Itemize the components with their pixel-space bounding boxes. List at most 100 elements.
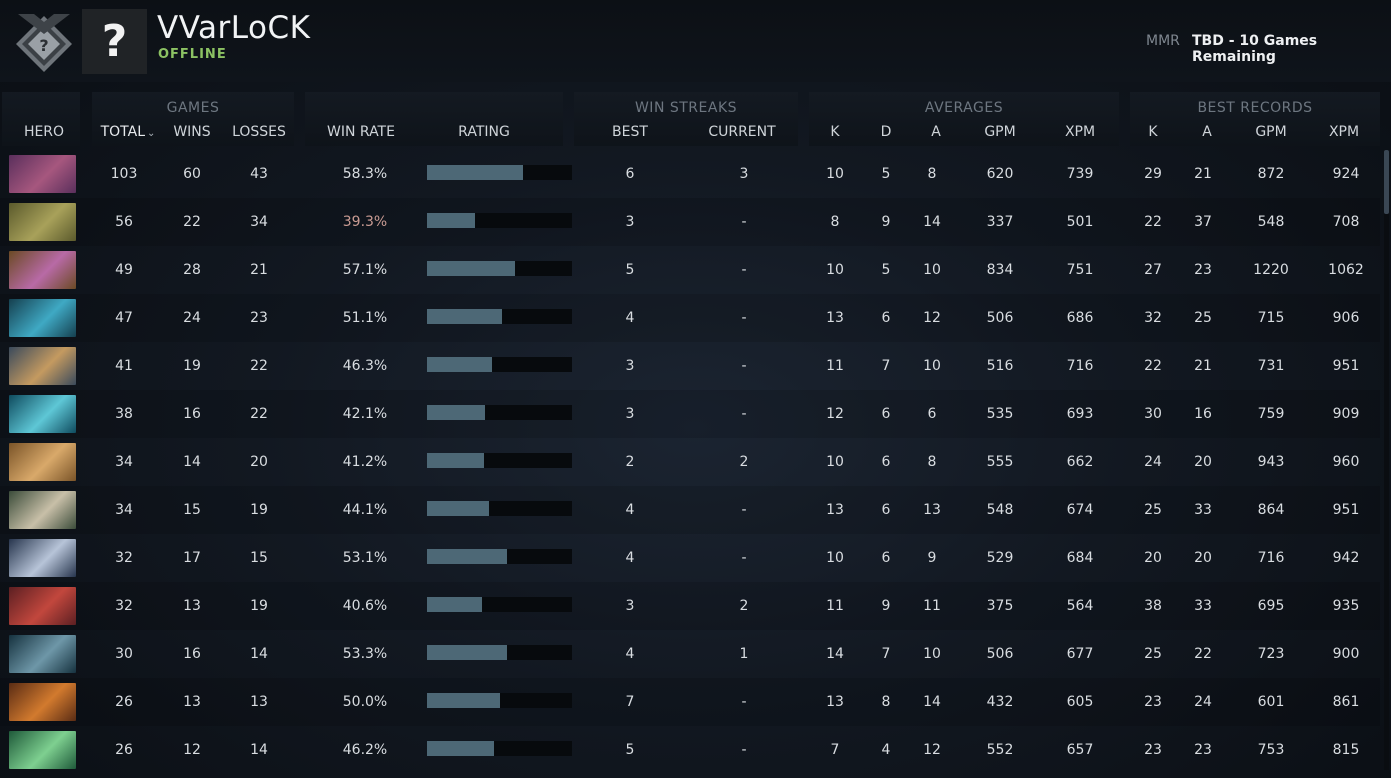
- current-streak-cell: 2: [739, 454, 749, 470]
- losses-cell: 19: [250, 502, 268, 518]
- col-avg-assists[interactable]: A: [931, 124, 941, 140]
- win-rate-cell: 57.1%: [342, 262, 388, 278]
- earthshaker-portrait[interactable]: [9, 203, 76, 241]
- best-xpm-cell: 924: [1332, 166, 1360, 182]
- scroll-thumb[interactable]: [1384, 150, 1389, 214]
- win-rate-cell: 50.0%: [342, 694, 388, 710]
- losses-cell: 22: [250, 406, 268, 422]
- table-row[interactable]: 38 16 22 42.1% 3 - 12 6 6 535 693 30 16 759 909: [0, 390, 1380, 438]
- win-rate-cell: 51.1%: [342, 310, 388, 326]
- best-xpm-cell: 951: [1332, 358, 1360, 374]
- current-streak-cell: -: [741, 358, 747, 374]
- sniper-portrait[interactable]: [9, 491, 76, 529]
- best-gpm-cell: 872: [1257, 166, 1285, 182]
- best-xpm-cell: 1062: [1328, 262, 1364, 278]
- col-best-gpm[interactable]: GPM: [1255, 124, 1287, 140]
- table-row[interactable]: 103 60 43 58.3% 6 3 10 5 8 620 739 29 21 872 924: [0, 150, 1380, 198]
- row-background: [0, 390, 1380, 438]
- current-streak-cell: -: [741, 262, 747, 278]
- avg-gpm-cell: 834: [986, 262, 1014, 278]
- total-cell: 26: [115, 694, 133, 710]
- wins-cell: 60: [183, 166, 201, 182]
- morphling-portrait[interactable]: [9, 395, 76, 433]
- rating-bar: [427, 501, 572, 516]
- losses-cell: 13: [250, 694, 268, 710]
- table-row[interactable]: 56 22 34 39.3% 3 - 8 9 14 337 501 22 37 548 708: [0, 198, 1380, 246]
- best-xpm-cell: 951: [1332, 502, 1360, 518]
- best-kills-cell: 38: [1144, 598, 1162, 614]
- table-row[interactable]: 34 15 19 44.1% 4 - 13 6 13 548 674 25 33 864 951: [0, 486, 1380, 534]
- avg-assists-cell: 10: [923, 262, 941, 278]
- sand-king-portrait[interactable]: [9, 443, 76, 481]
- razor-portrait[interactable]: [9, 299, 76, 337]
- rating-bar-fill: [427, 213, 475, 228]
- slark-portrait[interactable]: [9, 347, 76, 385]
- best-assists-cell: 21: [1194, 358, 1212, 374]
- losses-cell: 14: [250, 742, 268, 758]
- col-avg-xpm[interactable]: XPM: [1064, 124, 1096, 140]
- col-best-assists[interactable]: A: [1202, 124, 1212, 140]
- table-row[interactable]: 26 13 13 50.0% 7 - 13 8 14 432 605 23 24 601 861: [0, 678, 1380, 726]
- best-streak-cell: 3: [625, 406, 635, 422]
- col-best-kills[interactable]: K: [1148, 124, 1158, 140]
- best-streak-cell: 5: [625, 742, 635, 758]
- rating-bar: [427, 645, 572, 660]
- losses-cell: 20: [250, 454, 268, 470]
- col-best-streak[interactable]: BEST: [612, 124, 648, 140]
- losses-cell: 34: [250, 214, 268, 230]
- col-wins[interactable]: WINS: [173, 124, 211, 140]
- col-avg-deaths[interactable]: D: [880, 124, 892, 140]
- best-assists-cell: 16: [1194, 406, 1212, 422]
- table-row[interactable]: 47 24 23 51.1% 4 - 13 6 12 506 686 32 25 715 906: [0, 294, 1380, 342]
- shadow-demon-portrait[interactable]: [9, 587, 76, 625]
- uncalibrated-rank-badge-icon[interactable]: ?: [14, 14, 74, 80]
- wins-cell: 13: [183, 694, 201, 710]
- col-win-rate[interactable]: WIN RATE: [327, 124, 395, 140]
- anti-mage-portrait[interactable]: [9, 155, 76, 193]
- best-kills-cell: 20: [1144, 550, 1162, 566]
- table-row[interactable]: 49 28 21 57.1% 5 - 10 5 10 834 751 27 23 1220 1062: [0, 246, 1380, 294]
- best-records-group-panel: [1130, 92, 1380, 146]
- col-avg-kills[interactable]: K: [830, 124, 840, 140]
- col-losses[interactable]: LOSSES: [232, 124, 286, 140]
- current-streak-cell: -: [741, 310, 747, 326]
- mmr-label: MMR: [1146, 33, 1180, 49]
- best-gpm-cell: 548: [1257, 214, 1285, 230]
- table-row[interactable]: 32 17 15 53.1% 4 - 10 6 9 529 684 20 20 716 942: [0, 534, 1380, 582]
- avg-xpm-cell: 716: [1066, 358, 1094, 374]
- current-streak-cell: 3: [739, 166, 749, 182]
- best-assists-cell: 37: [1194, 214, 1212, 230]
- games-group-title: GAMES: [166, 100, 220, 116]
- avg-kills-cell: 11: [826, 358, 844, 374]
- avg-deaths-cell: 6: [881, 406, 891, 422]
- losses-cell: 43: [250, 166, 268, 182]
- avg-gpm-cell: 555: [986, 454, 1014, 470]
- col-avg-gpm[interactable]: GPM: [984, 124, 1016, 140]
- win-rate-cell: 53.1%: [342, 550, 388, 566]
- alchemist-portrait[interactable]: [9, 251, 76, 289]
- col-best-xpm[interactable]: XPM: [1328, 124, 1360, 140]
- avatar[interactable]: ?: [82, 9, 147, 74]
- doom-portrait[interactable]: [9, 683, 76, 721]
- table-row[interactable]: 26 12 14 46.2% 5 - 7 4 12 552 657 23 23 753 815: [0, 726, 1380, 774]
- col-total[interactable]: TOTAL ⌄: [93, 124, 163, 140]
- win-rate-cell: 44.1%: [342, 502, 388, 518]
- table-row[interactable]: 34 14 20 41.2% 2 2 10 6 8 555 662 24 20 943 960: [0, 438, 1380, 486]
- drow-ranger-portrait[interactable]: [9, 539, 76, 577]
- table-row[interactable]: 30 16 14 53.3% 4 1 14 7 10 506 677 25 22 723 900: [0, 630, 1380, 678]
- col-hero[interactable]: HERO: [23, 124, 65, 140]
- rating-bar-fill: [427, 693, 500, 708]
- best-gpm-cell: 864: [1257, 502, 1285, 518]
- table-row[interactable]: 41 19 22 46.3% 3 - 11 7 10 516 716 22 21 731 951: [0, 342, 1380, 390]
- best-gpm-cell: 695: [1257, 598, 1285, 614]
- row-background: [0, 486, 1380, 534]
- col-rating[interactable]: RATING: [458, 124, 510, 140]
- avg-deaths-cell: 7: [881, 646, 891, 662]
- col-current-streak[interactable]: CURRENT: [708, 124, 776, 140]
- elder-titan-portrait[interactable]: [9, 731, 76, 769]
- scrollbar[interactable]: [1384, 150, 1389, 770]
- rating-bar: [427, 261, 572, 276]
- table-row[interactable]: 32 13 19 40.6% 3 2 11 9 11 375 564 38 33 695 935: [0, 582, 1380, 630]
- best-kills-cell: 23: [1144, 694, 1162, 710]
- abaddon-portrait[interactable]: [9, 635, 76, 673]
